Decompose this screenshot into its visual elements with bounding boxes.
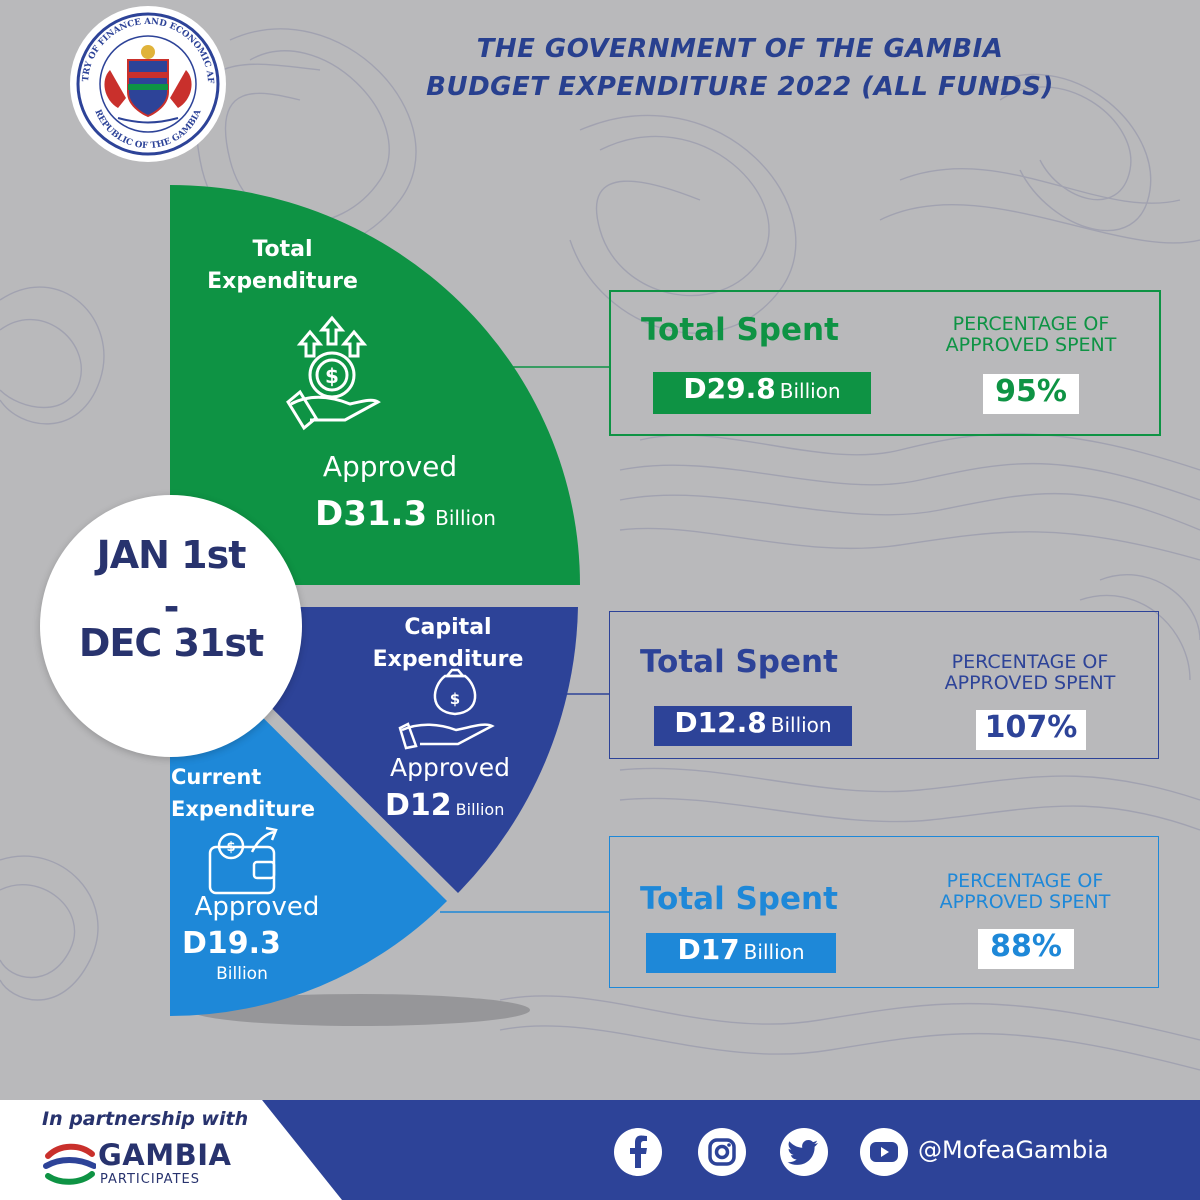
- total-expenditure-sector: [170, 185, 580, 585]
- total-spent-amount: D17 Billion: [646, 933, 836, 973]
- capital-approved-label: Approved: [390, 753, 510, 782]
- total-approved-label: Approved: [322, 450, 458, 483]
- svg-text:$: $: [450, 690, 460, 708]
- current-spent-card: Total Spent D17 Billion PERCENTAGE OF APPR…: [609, 836, 1159, 988]
- page-title-line1: THE GOVERNMENT OF THE GAMBIA: [476, 34, 1004, 64]
- current-expenditure-label: Current Expenditure: [171, 765, 315, 821]
- svg-text:MINISTRY OF FINANCE AND ECONOM: MINISTRY OF FINANCE AND ECONOMIC AFFAIRS: [70, 6, 215, 84]
- percentage-heading: PERCENTAGE OF APPROVED SPENT: [944, 651, 1116, 694]
- svg-text:$: $: [226, 840, 235, 855]
- period-badge: JAN 1st - DEC 31st: [40, 495, 302, 757]
- partner-subtitle: PARTICIPATES: [100, 1172, 200, 1187]
- total-spent-label: Total Spent: [641, 312, 839, 348]
- period-start: JAN 1st: [96, 533, 247, 577]
- current-approved-label: Approved: [194, 892, 320, 922]
- percentage-value: 107%: [976, 710, 1086, 750]
- total-spent-label: Total Spent: [640, 644, 838, 680]
- total-spent-label: Total Spent: [640, 881, 838, 917]
- current-approved-unit: Billion: [216, 964, 268, 984]
- instagram-icon[interactable]: [696, 1126, 748, 1178]
- partner-name: GAMBIA: [98, 1138, 232, 1172]
- capital-approved-value: D12 Billion: [385, 788, 505, 823]
- logo-ring-text: MINISTRY OF FINANCE AND ECONOMIC AFFAIRS…: [70, 6, 215, 151]
- current-approved-value: D19.3: [182, 926, 281, 961]
- capital-spent-card: Total Spent D12.8 Billion PERCENTAGE OF AP…: [609, 611, 1159, 759]
- capital-expenditure-label: Capital Expenditure: [372, 615, 524, 672]
- percentage-heading: PERCENTAGE OF APPROVED SPENT: [939, 870, 1111, 913]
- youtube-icon[interactable]: [858, 1126, 910, 1178]
- total-spent-amount: D12.8 Billion: [654, 706, 852, 746]
- total-expenditure-label: Total Expenditure: [207, 237, 358, 294]
- money-bag-icon: [398, 668, 495, 750]
- ministry-seal-logo: [70, 6, 226, 162]
- percentage-heading: PERCENTAGE OF APPROVED SPENT: [945, 313, 1117, 356]
- percentage-value: 88%: [978, 929, 1074, 969]
- facebook-icon[interactable]: [612, 1126, 664, 1178]
- period-separator: -: [163, 585, 180, 629]
- social-handle[interactable]: @MofeaGambia: [918, 1136, 1109, 1164]
- svg-text:REPUBLIC OF THE GAMBIA: REPUBLIC OF THE GAMBIA: [92, 108, 203, 151]
- total-approved-value: D31.3 Billion: [315, 494, 496, 534]
- total-spent-amount: D29.8 Billion: [653, 372, 871, 414]
- partnership-text: In partnership with: [42, 1108, 249, 1130]
- percentage-value: 95%: [983, 374, 1079, 414]
- page-title-line2: BUDGET EXPENDITURE 2022 (ALL FUNDS): [426, 72, 1054, 102]
- gambia-participates-logo-icon: [43, 1143, 96, 1185]
- investment-growth-icon: [286, 315, 381, 431]
- footer-partner-area: [0, 1100, 262, 1200]
- period-end: DEC 31st: [78, 621, 264, 665]
- twitter-icon[interactable]: [778, 1126, 830, 1178]
- svg-text:$: $: [325, 364, 339, 388]
- total-spent-card: Total Spent D29.8 Billion PERCENTAGE OF AP…: [609, 290, 1161, 436]
- wallet-icon: [208, 826, 278, 895]
